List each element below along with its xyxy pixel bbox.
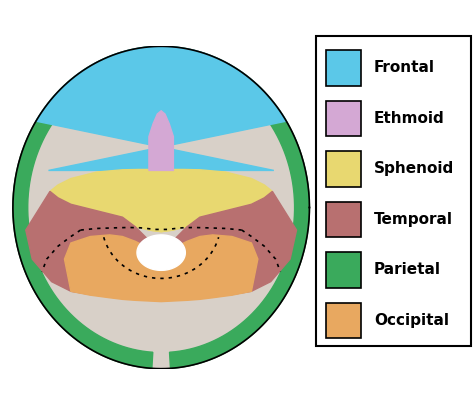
- Text: Parietal: Parietal: [374, 262, 441, 277]
- Text: Ethmoid: Ethmoid: [374, 111, 445, 126]
- Polygon shape: [137, 235, 185, 270]
- FancyBboxPatch shape: [326, 151, 361, 187]
- Polygon shape: [36, 46, 286, 171]
- FancyBboxPatch shape: [326, 303, 361, 338]
- FancyBboxPatch shape: [326, 202, 361, 237]
- Polygon shape: [50, 169, 273, 232]
- FancyBboxPatch shape: [326, 252, 361, 288]
- Polygon shape: [64, 235, 258, 302]
- Text: Occipital: Occipital: [374, 313, 449, 328]
- Polygon shape: [26, 191, 148, 295]
- Text: Sphenoid: Sphenoid: [374, 161, 455, 176]
- FancyBboxPatch shape: [326, 100, 361, 136]
- Polygon shape: [122, 171, 200, 232]
- Polygon shape: [13, 46, 310, 369]
- FancyBboxPatch shape: [326, 50, 361, 86]
- FancyBboxPatch shape: [316, 36, 471, 346]
- Polygon shape: [174, 191, 297, 295]
- Text: Temporal: Temporal: [374, 212, 453, 227]
- Polygon shape: [170, 46, 310, 369]
- Text: Frontal: Frontal: [374, 61, 435, 76]
- Polygon shape: [149, 111, 173, 171]
- Polygon shape: [13, 46, 153, 369]
